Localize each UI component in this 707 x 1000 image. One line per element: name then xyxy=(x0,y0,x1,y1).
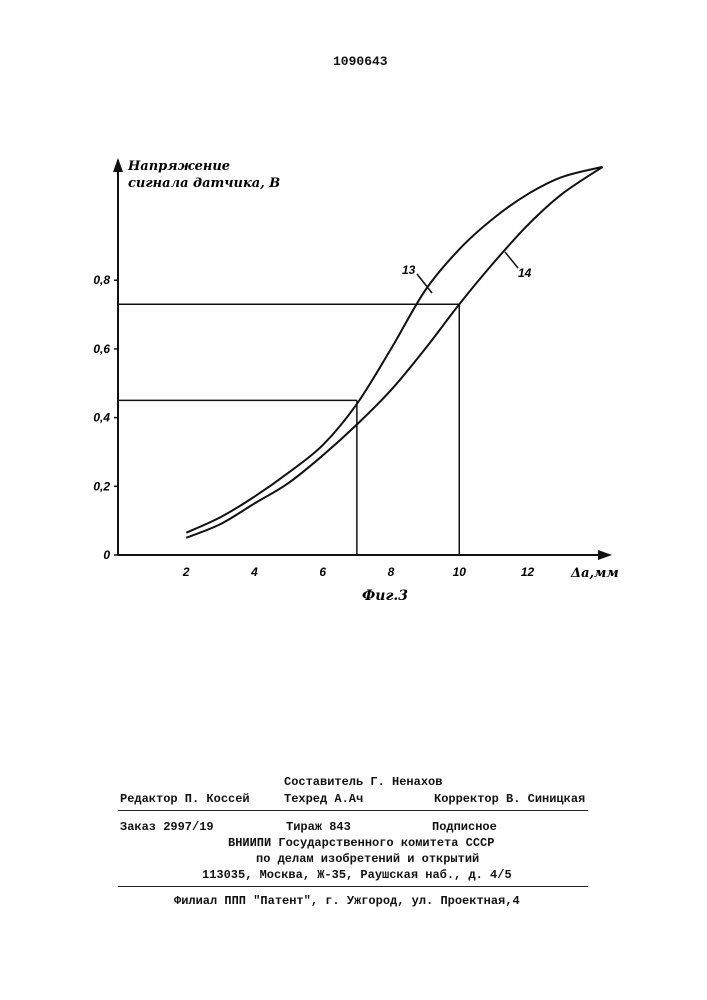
imprint-org-line2: по делам изобретений и открытий xyxy=(256,852,479,866)
y-tick-label: 0,6 xyxy=(93,342,110,356)
imprint-order: Заказ 2997/19 xyxy=(120,820,214,834)
x-tick-label: 8 xyxy=(388,565,395,579)
imprint-org-line1: ВНИИПИ Государственного комитета СССР xyxy=(228,836,494,850)
figure-caption: Фиг.3 xyxy=(362,588,408,604)
sensor-voltage-chart: Напряжение сигнала датчика, В Δа,мм 0 0,2… xyxy=(0,0,707,620)
x-axis-title: Δа,мм xyxy=(570,566,619,581)
x-tick-label: 4 xyxy=(250,565,258,579)
y-tick-label: 0 xyxy=(103,548,110,562)
curve-13-label-text: 13 xyxy=(402,263,416,277)
y-tick-label: 0,8 xyxy=(93,273,110,287)
x-axis xyxy=(118,550,612,560)
reference-lines xyxy=(118,304,459,555)
curves xyxy=(186,167,602,538)
curve-14-label: 14 xyxy=(505,252,532,280)
curve-13-label: 13 xyxy=(402,263,432,293)
y-axis-title-line1: Напряжение xyxy=(127,159,230,174)
y-tick-labels: 0 0,2 0,4 0,6 0,8 xyxy=(93,273,118,562)
imprint-compiler: Составитель Г. Ненахов xyxy=(284,775,442,789)
imprint-subscription: Подписное xyxy=(432,820,497,834)
curve-14-label-text: 14 xyxy=(518,266,532,280)
imprint-branch: Филиал ППП "Патент", г. Ужгород, ул. Про… xyxy=(174,894,520,908)
imprint-divider-top xyxy=(118,810,588,811)
y-tick-label: 0,2 xyxy=(93,479,110,493)
imprint-address: 113035, Москва, Ж-35, Раушская наб., д. … xyxy=(202,868,512,882)
x-tick-label: 12 xyxy=(521,565,535,579)
imprint-divider-bottom xyxy=(118,886,588,887)
y-axis xyxy=(113,158,123,555)
x-tick-label: 6 xyxy=(319,565,326,579)
imprint-editor: Редактор П. Коссей xyxy=(120,792,250,806)
x-tick-label: 10 xyxy=(453,565,467,579)
y-axis-title-line2: сигнала датчика, В xyxy=(128,176,280,191)
curve-13 xyxy=(186,167,602,533)
curve-14 xyxy=(186,167,602,538)
imprint-circulation: Тираж 843 xyxy=(286,820,351,834)
y-tick-label: 0,4 xyxy=(93,411,110,425)
x-tick-label: 2 xyxy=(182,565,190,579)
imprint-techred: Техред А.Ач xyxy=(284,792,363,806)
x-tick-labels: 2 4 6 8 10 12 xyxy=(182,565,535,579)
imprint-corrector: Корректор В. Синицкая xyxy=(434,792,585,806)
